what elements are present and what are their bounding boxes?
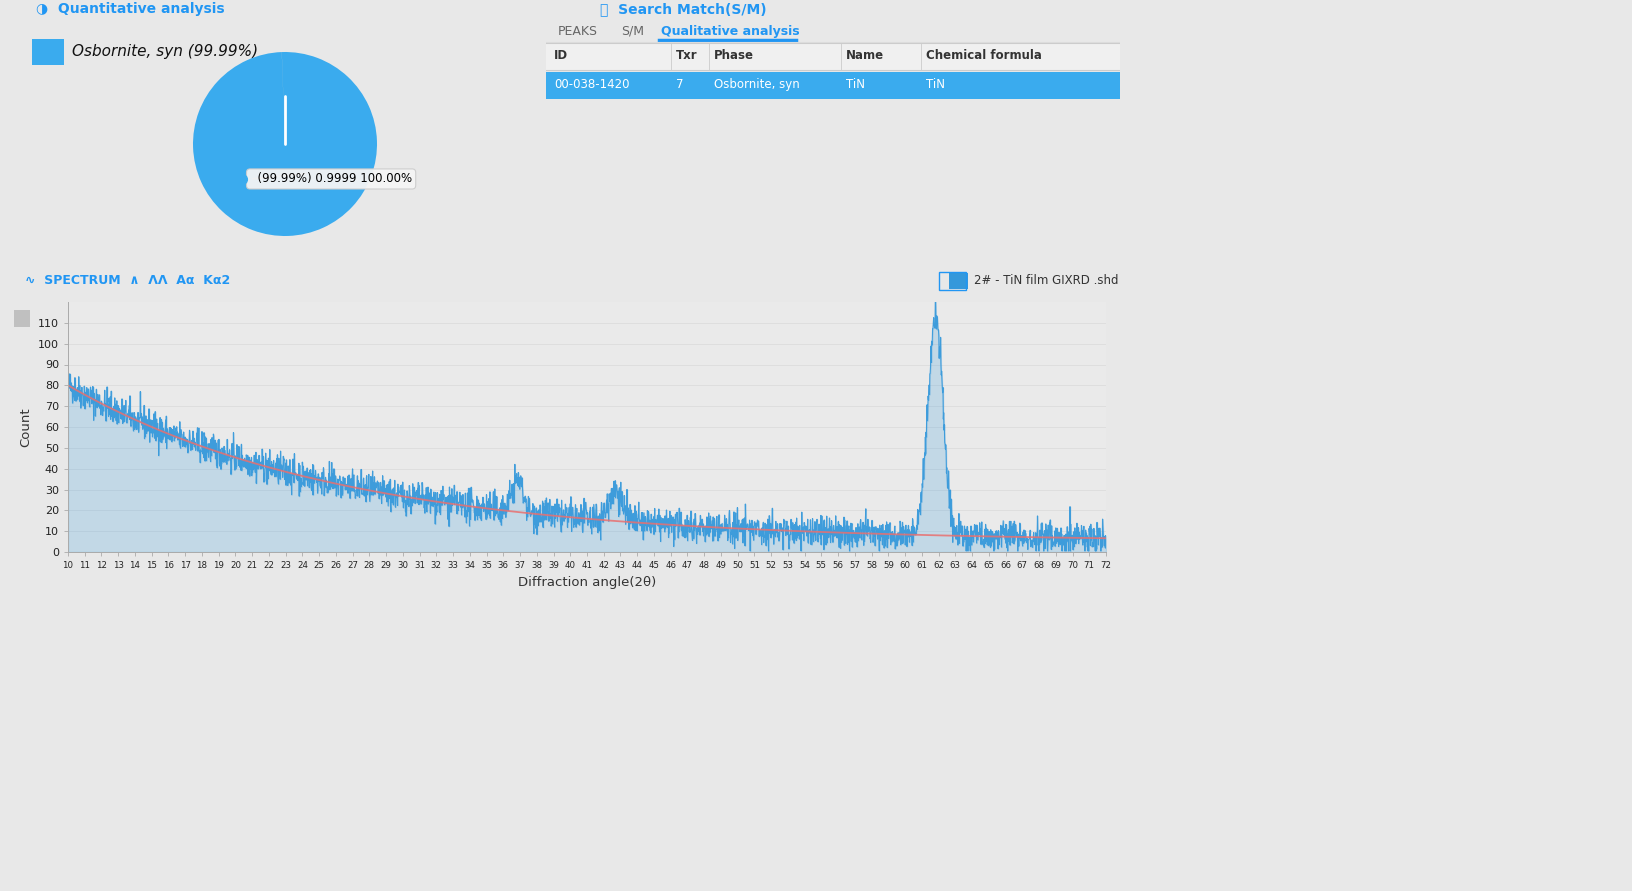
Text: Qualitative analysis: Qualitative analysis: [661, 25, 800, 38]
Bar: [33, 39, 64, 65]
Text: Chemical formula: Chemical formula: [925, 50, 1041, 62]
Text: 00-038-1420: 00-038-1420: [553, 78, 628, 92]
Wedge shape: [193, 52, 377, 236]
Bar: [545, 43, 1120, 70]
Text: Osbornite, syn (99.99%): Osbornite, syn (99.99%): [72, 45, 258, 60]
Text: Txr: Txr: [676, 50, 697, 62]
Text: (99.99%) 0.9999 100.00%: (99.99%) 0.9999 100.00%: [250, 173, 411, 185]
Text: 2# - TiN film GIXRD .shd: 2# - TiN film GIXRD .shd: [973, 274, 1118, 288]
Text: TiN: TiN: [925, 78, 945, 92]
Text: PEAKS: PEAKS: [558, 25, 597, 38]
Text: ∿  SPECTRUM  ∧  ΛΛ  Aα  Kα2: ∿ SPECTRUM ∧ ΛΛ Aα Kα2: [24, 274, 230, 288]
Text: Osbornite, syn: Osbornite, syn: [713, 78, 800, 92]
Text: S/M: S/M: [620, 25, 643, 38]
Text: Phase: Phase: [713, 50, 754, 62]
Text: 7: 7: [676, 78, 684, 92]
Text: TiN: TiN: [845, 78, 865, 92]
Wedge shape: [282, 52, 286, 144]
Text: ID: ID: [553, 50, 568, 62]
X-axis label: Diffraction angle(2θ): Diffraction angle(2θ): [517, 576, 656, 589]
Bar: [545, 72, 1120, 99]
Bar: [948, 274, 968, 289]
Bar: [15, 310, 29, 327]
Text: Name: Name: [845, 50, 883, 62]
Y-axis label: Count: Count: [20, 407, 33, 446]
Text: ◑  Quantitative analysis: ◑ Quantitative analysis: [36, 2, 225, 16]
Text: 🔍  Search Match(S/M): 🔍 Search Match(S/M): [601, 2, 767, 16]
